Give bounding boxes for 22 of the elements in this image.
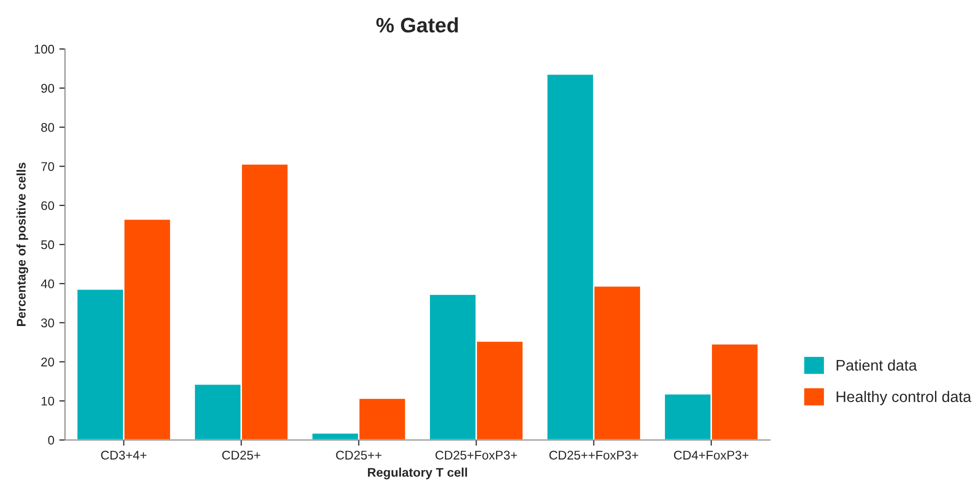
- y-tick-label: 60: [41, 201, 54, 210]
- chart-title: % Gated: [376, 17, 458, 33]
- legend-label: Healthy control data: [836, 390, 972, 406]
- y-tick-label: 80: [41, 123, 54, 132]
- x-tick-label: CD25++FoxP3+: [549, 450, 638, 460]
- x-tick-label: CD4+FoxP3+: [674, 450, 748, 460]
- y-tick-label: 20: [41, 358, 54, 366]
- y-tick-label: 50: [41, 240, 54, 250]
- x-tick-label: CD25++: [336, 450, 382, 460]
- y-tick-label: 40: [40, 279, 54, 288]
- y-tick-label: 90: [41, 84, 54, 93]
- x-axis-title: Regulatory T cell: [368, 468, 467, 480]
- y-tick-label: 100: [34, 44, 54, 54]
- y-tick-label: 0: [48, 436, 54, 445]
- y-axis-title: Percentage of positive cells: [16, 162, 28, 326]
- x-tick-label: CD3+4+: [101, 450, 146, 460]
- x-tick-label: CD25+FoxP3+: [436, 450, 517, 460]
- x-tick-label: CD25+: [222, 450, 260, 460]
- legend-label: Patient data: [836, 359, 917, 371]
- y-tick-label: 10: [42, 396, 54, 406]
- y-tick-label: 30: [41, 318, 54, 328]
- y-tick-label: 70: [41, 162, 54, 171]
